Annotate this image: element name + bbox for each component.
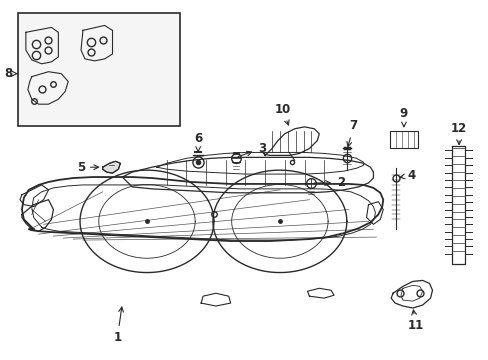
Polygon shape [102, 161, 120, 173]
Text: 3: 3 [238, 142, 266, 157]
Text: 6: 6 [194, 132, 202, 152]
Text: 2: 2 [313, 176, 345, 189]
Text: 5: 5 [77, 161, 99, 174]
Text: 1: 1 [113, 307, 123, 344]
Bar [18, 13, 180, 126]
Text: 8: 8 [4, 67, 12, 80]
Text: 7: 7 [346, 120, 357, 147]
Text: 9: 9 [399, 107, 407, 127]
Bar [389, 131, 417, 148]
Text: 11: 11 [407, 310, 423, 332]
Text: 10: 10 [274, 103, 290, 125]
Text: 12: 12 [450, 122, 466, 144]
Text: 4: 4 [399, 168, 415, 181]
